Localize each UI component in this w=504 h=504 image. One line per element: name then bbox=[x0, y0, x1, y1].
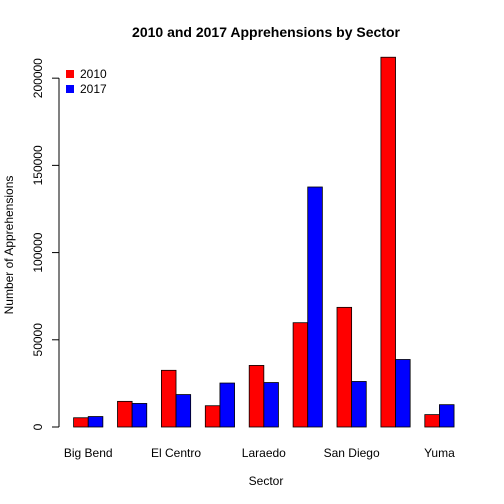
legend-label: 2017 bbox=[80, 82, 107, 96]
bar-2010-el-centro bbox=[160, 369, 177, 428]
x-tick-label: Laraedo bbox=[242, 446, 286, 460]
legend-swatch bbox=[66, 85, 74, 93]
legend-label: 2010 bbox=[80, 67, 107, 81]
bar-2010-laraedo bbox=[248, 365, 265, 428]
bar-2010-yuma bbox=[424, 414, 440, 428]
y-tick-label: 100000 bbox=[31, 232, 45, 272]
x-tick-label: Big Bend bbox=[64, 446, 113, 460]
bars bbox=[73, 56, 455, 428]
x-tick-label: San Diego bbox=[324, 446, 380, 460]
chart-title: 2010 and 2017 Apprehensions by Sector bbox=[132, 24, 400, 40]
x-tick-label: Yuma bbox=[424, 446, 455, 460]
bar-2010-del-rio bbox=[117, 400, 133, 428]
bar-2017-yuma bbox=[439, 404, 455, 428]
y-tick-label: 0 bbox=[31, 423, 45, 430]
bar-2017-tucson bbox=[395, 359, 411, 428]
bar-2010-tucson bbox=[380, 56, 396, 428]
bar-2017-rio-grande-valley bbox=[307, 186, 323, 428]
bar-2017-san-diego bbox=[351, 381, 367, 428]
y-tick-label: 50000 bbox=[31, 323, 45, 357]
bar-2017-el-centro bbox=[175, 394, 192, 428]
bar-2017-laraedo bbox=[263, 382, 279, 428]
bar-2017-big-bend bbox=[87, 416, 104, 428]
bar-2010-san-diego bbox=[336, 306, 353, 428]
bar-2010-big-bend bbox=[73, 417, 89, 428]
legend-swatch bbox=[66, 70, 74, 78]
y-tick-label: 150000 bbox=[31, 145, 45, 185]
bar-2017-el-paso bbox=[219, 382, 235, 428]
y-axis-label: Number of Apprehensions bbox=[2, 176, 16, 315]
x-axis-tick-labels: Big Bend El Centro Laraedo San Diego Yuma bbox=[64, 446, 455, 460]
bar-2010-el-paso bbox=[204, 405, 221, 428]
y-tick-label: 200000 bbox=[31, 58, 45, 98]
x-axis-label: Sector bbox=[249, 474, 284, 488]
bar-2010-rio-grande-valley bbox=[292, 322, 309, 428]
bar-2017-del-rio bbox=[131, 403, 148, 428]
x-tick-label: El Centro bbox=[151, 446, 201, 460]
y-axis: 0 50000 100000 150000 200000 bbox=[31, 58, 60, 430]
